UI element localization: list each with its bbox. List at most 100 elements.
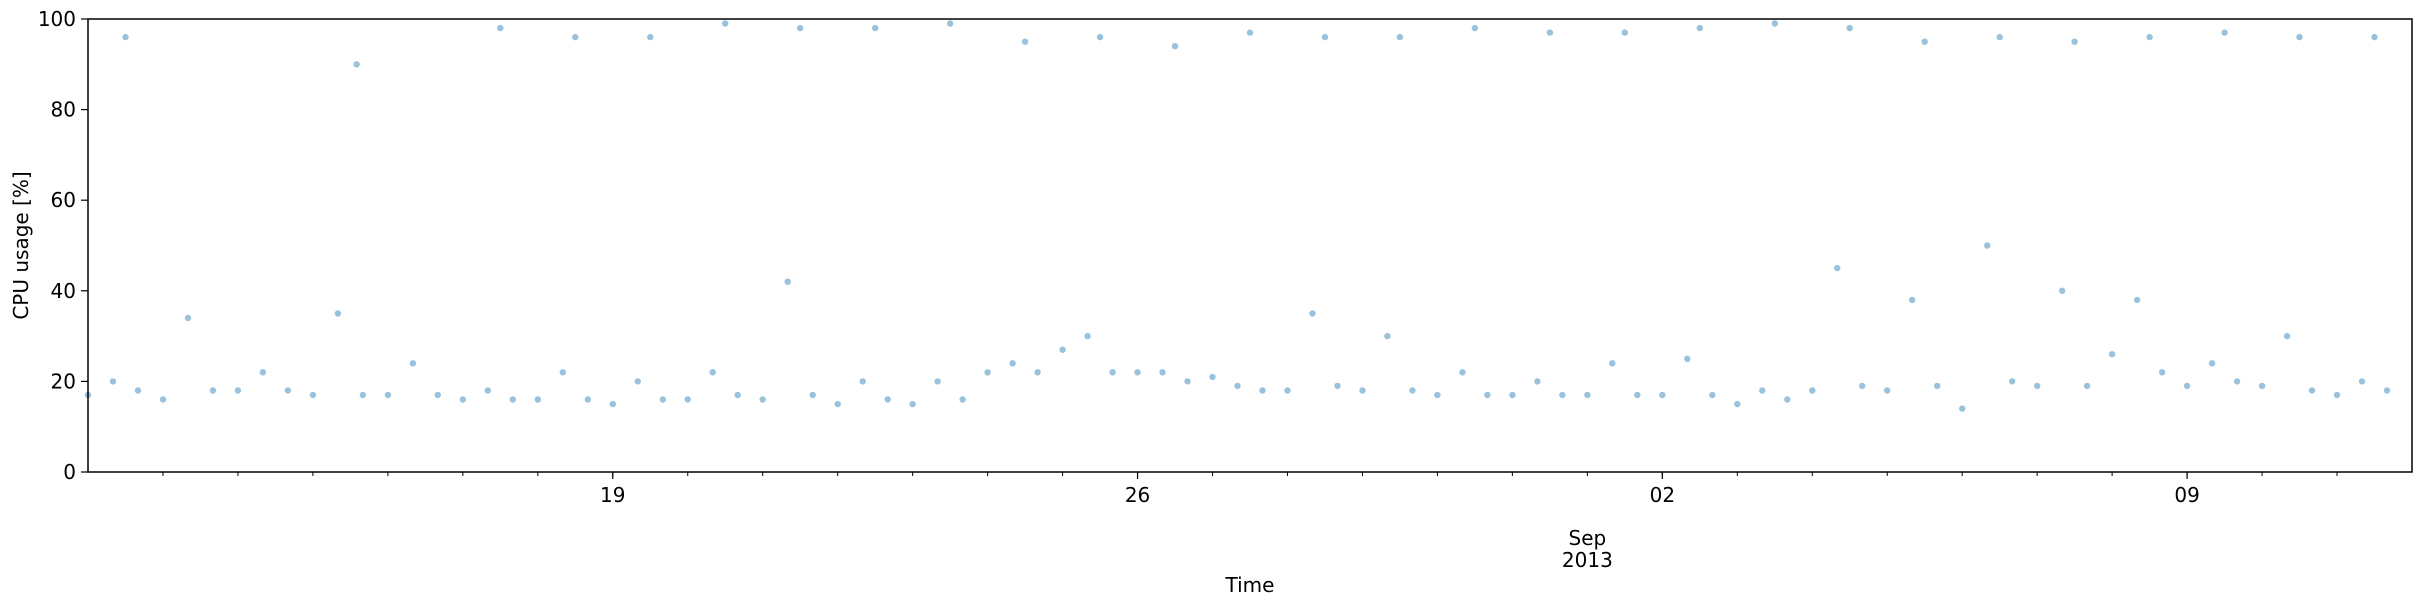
data-point [572,33,579,41]
x-month-label: Sep [1569,526,1607,550]
data-point [2258,382,2266,390]
data-point [159,396,167,403]
data-point [1771,20,1779,27]
data-point [1634,391,1641,399]
data-point [2009,378,2016,385]
data-point [1409,387,1416,394]
data-point [109,378,117,385]
data-point [1171,43,1179,50]
data-point [484,387,491,394]
data-point [534,396,541,403]
data-point [797,24,804,32]
data-point [2233,378,2241,385]
data-point [946,20,954,27]
data-point [209,387,217,394]
data-point [1309,310,1316,317]
scatter-points [84,20,2391,412]
data-point [1471,24,1479,32]
data-point [384,391,392,399]
data-point [2296,33,2303,41]
data-point [634,378,641,385]
data-point [784,278,791,285]
data-point [684,396,691,403]
data-point [2208,360,2216,367]
data-point [984,369,991,376]
data-point [2108,351,2116,358]
data-point [1696,24,1704,32]
data-point [1109,369,1116,376]
data-point [1584,391,1591,399]
data-point [2308,387,2316,394]
data-point [2158,369,2166,376]
data-point [1234,382,1241,390]
data-point [2183,382,2191,390]
data-point [1684,355,1691,362]
data-point [459,396,466,403]
data-point [659,396,666,403]
data-point [1834,264,1841,272]
data-point [1809,387,1816,394]
data-point [609,400,616,408]
data-point [1734,400,1741,408]
data-point [1959,405,1966,412]
data-point [1884,387,1891,394]
data-point [1246,29,1254,36]
data-point [134,387,142,394]
data-point [1509,391,1516,399]
data-point [122,33,129,41]
data-point [1284,387,1291,394]
data-point [909,400,916,408]
data-point [884,396,891,403]
data-point [1009,360,1016,367]
data-point [722,20,729,27]
y-tick-label: 20 [51,369,76,393]
data-point [859,378,866,385]
data-point [2358,378,2366,385]
y-tick-label: 60 [51,188,76,212]
data-point [759,396,766,403]
data-point [734,391,741,399]
data-point [2133,296,2141,304]
data-point [584,396,591,403]
data-point [434,391,441,399]
data-point [2146,33,2153,41]
data-point [1459,369,1466,376]
y-tick-label: 100 [38,7,76,31]
data-point [2333,391,2341,399]
data-point [309,391,317,399]
data-point [1396,33,1404,41]
plot-frame [87,18,2413,473]
data-point [2221,29,2228,36]
data-point [559,369,566,376]
data-point [2371,33,2378,41]
data-point [234,387,242,394]
data-point [1609,360,1616,367]
data-point [1359,387,1366,394]
data-point [2034,382,2041,390]
data-point [1921,38,1928,45]
data-point [2083,382,2091,390]
data-point [1334,382,1341,390]
data-point [184,314,192,322]
data-point [934,378,941,385]
data-point [1184,378,1191,385]
data-point [1659,391,1666,399]
data-point [1709,391,1716,399]
data-point [2383,387,2391,394]
data-point [809,391,816,399]
y-axis-title: CPU usage [%] [9,171,33,319]
x-year-label: 2013 [1562,548,1613,572]
data-point [1859,382,1866,390]
data-point [1846,24,1853,32]
data-point [872,24,879,32]
data-point [409,360,417,367]
data-point [1559,391,1566,399]
x-tick-label: 26 [1125,483,1150,507]
data-point [1021,38,1029,45]
data-point [1321,33,1329,41]
data-point [834,400,841,408]
data-point [1159,369,1166,376]
data-point [1209,373,1216,381]
data-point [959,396,966,403]
